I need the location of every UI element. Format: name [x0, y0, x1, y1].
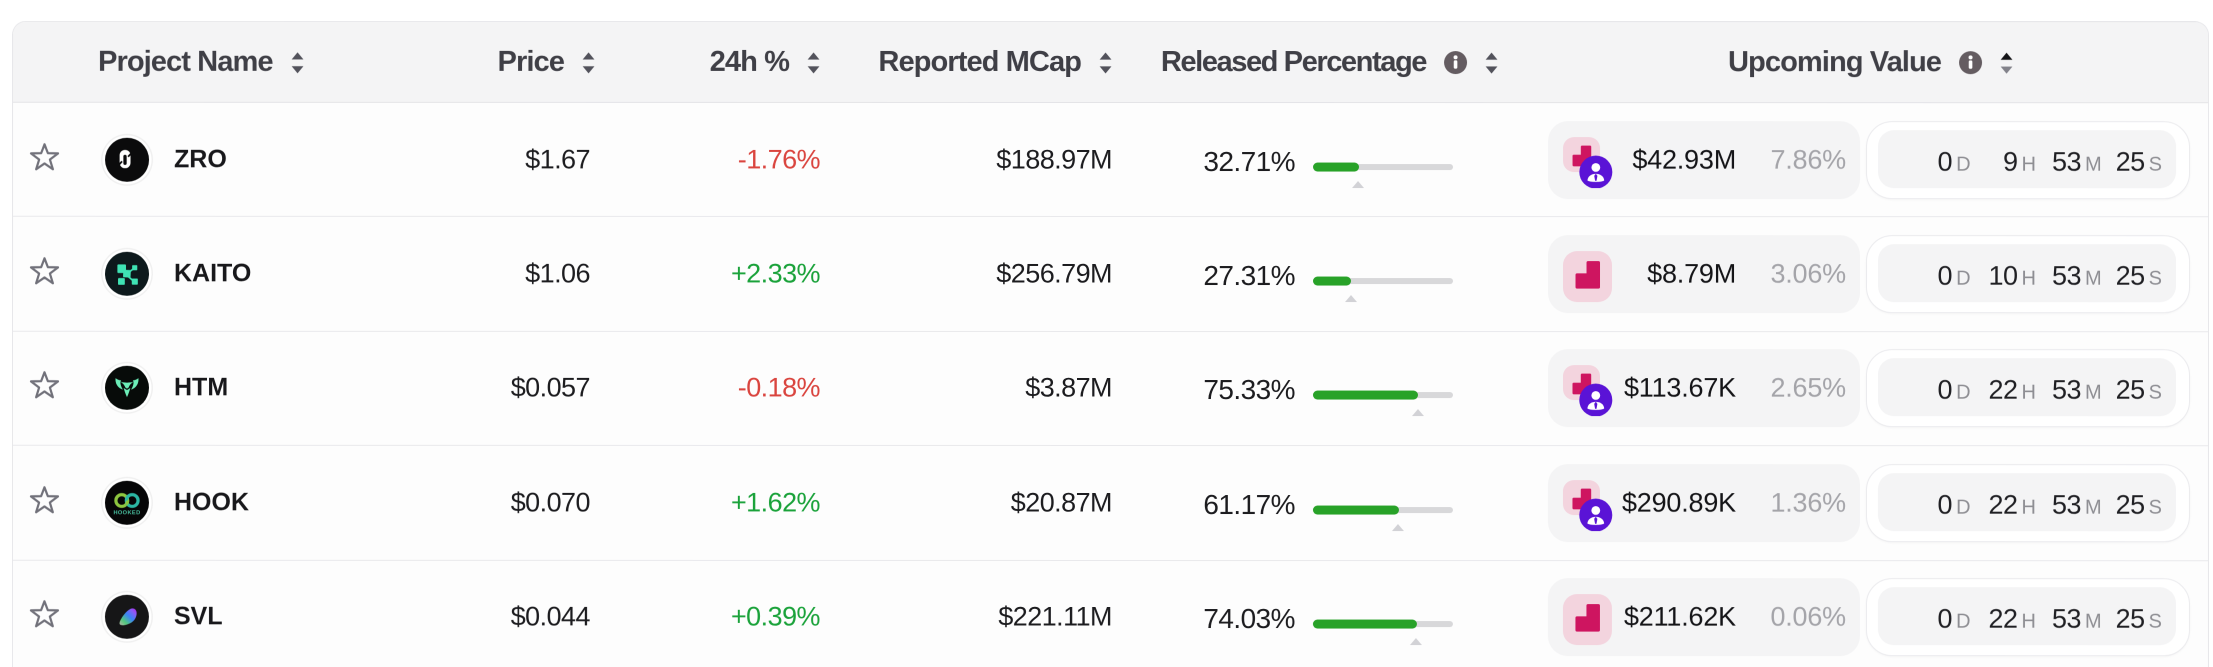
svg-text:HOOKED: HOOKED: [113, 510, 140, 516]
